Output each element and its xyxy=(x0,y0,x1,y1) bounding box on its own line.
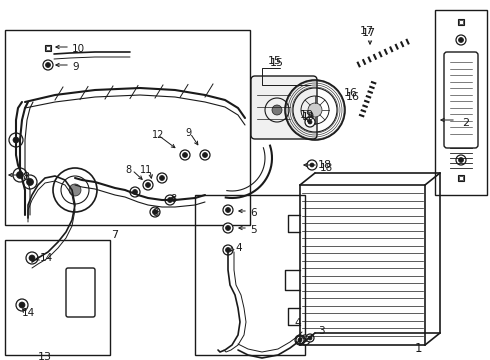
Text: 12: 12 xyxy=(152,130,164,140)
Circle shape xyxy=(303,338,307,342)
Circle shape xyxy=(69,184,81,196)
Circle shape xyxy=(225,225,230,230)
Text: 13: 13 xyxy=(38,352,52,360)
Circle shape xyxy=(143,180,153,190)
Text: 6: 6 xyxy=(250,208,257,218)
Circle shape xyxy=(17,171,24,179)
FancyBboxPatch shape xyxy=(251,76,317,139)
Circle shape xyxy=(13,168,27,182)
Text: 8: 8 xyxy=(22,172,29,182)
Circle shape xyxy=(298,338,302,342)
Circle shape xyxy=(16,299,28,311)
Circle shape xyxy=(26,252,38,264)
Text: 17: 17 xyxy=(362,28,376,38)
Circle shape xyxy=(160,175,165,180)
FancyBboxPatch shape xyxy=(66,268,95,317)
Circle shape xyxy=(43,60,53,70)
Circle shape xyxy=(225,248,230,252)
Circle shape xyxy=(29,255,35,261)
Circle shape xyxy=(305,117,315,127)
Text: 8: 8 xyxy=(170,194,176,204)
Bar xyxy=(459,20,463,24)
Bar xyxy=(45,45,51,51)
Circle shape xyxy=(182,153,188,158)
Circle shape xyxy=(300,335,310,345)
Bar xyxy=(458,19,464,25)
Text: 15: 15 xyxy=(268,56,282,66)
Circle shape xyxy=(23,175,37,189)
Circle shape xyxy=(456,155,466,165)
Text: 10: 10 xyxy=(72,44,85,54)
Circle shape xyxy=(225,207,230,212)
Text: 7: 7 xyxy=(111,230,119,240)
Circle shape xyxy=(26,179,33,185)
Circle shape xyxy=(308,120,312,124)
Text: 18: 18 xyxy=(320,163,333,173)
Text: 3: 3 xyxy=(318,326,325,336)
Circle shape xyxy=(53,168,97,212)
Text: 16: 16 xyxy=(344,88,358,98)
Circle shape xyxy=(202,153,207,158)
Circle shape xyxy=(307,160,317,170)
Circle shape xyxy=(308,103,322,117)
Text: 8: 8 xyxy=(125,165,131,175)
Bar xyxy=(435,10,487,195)
Text: 4: 4 xyxy=(294,318,301,328)
Circle shape xyxy=(150,207,160,217)
Circle shape xyxy=(296,336,304,344)
Bar xyxy=(46,46,50,50)
Text: 19: 19 xyxy=(300,110,314,120)
Circle shape xyxy=(298,338,302,342)
Circle shape xyxy=(165,195,175,205)
Text: 9: 9 xyxy=(185,128,191,138)
Text: 5: 5 xyxy=(250,225,257,235)
Text: 16: 16 xyxy=(346,92,360,102)
Text: 1: 1 xyxy=(415,342,422,355)
Circle shape xyxy=(459,37,464,42)
Circle shape xyxy=(13,137,19,143)
Circle shape xyxy=(272,105,282,115)
Circle shape xyxy=(132,189,138,194)
Text: 8: 8 xyxy=(152,208,158,218)
Circle shape xyxy=(223,245,233,255)
Circle shape xyxy=(46,63,50,68)
FancyBboxPatch shape xyxy=(444,52,478,148)
Circle shape xyxy=(456,35,466,45)
Circle shape xyxy=(310,163,314,167)
Bar xyxy=(458,175,464,181)
Text: 18: 18 xyxy=(318,160,332,170)
Circle shape xyxy=(146,183,150,188)
Circle shape xyxy=(459,158,464,162)
Circle shape xyxy=(19,302,25,308)
Text: 2: 2 xyxy=(462,118,469,128)
Circle shape xyxy=(223,223,233,233)
Bar xyxy=(459,176,463,180)
Circle shape xyxy=(180,150,190,160)
Circle shape xyxy=(306,334,314,342)
Circle shape xyxy=(295,335,305,345)
Circle shape xyxy=(152,210,157,215)
Circle shape xyxy=(200,150,210,160)
Circle shape xyxy=(157,173,167,183)
Text: 11: 11 xyxy=(140,165,152,175)
Text: 17: 17 xyxy=(360,26,374,36)
Bar xyxy=(5,240,110,355)
Text: 14: 14 xyxy=(40,253,53,263)
Text: 14: 14 xyxy=(22,308,35,318)
Circle shape xyxy=(130,187,140,197)
Circle shape xyxy=(308,336,312,340)
Bar xyxy=(5,30,250,225)
Text: 9: 9 xyxy=(72,62,78,72)
Text: 19: 19 xyxy=(302,112,315,122)
Text: 4: 4 xyxy=(235,243,242,253)
Circle shape xyxy=(223,205,233,215)
Circle shape xyxy=(168,198,172,202)
Text: 15: 15 xyxy=(270,58,284,68)
Circle shape xyxy=(9,133,23,147)
Bar xyxy=(195,195,305,355)
